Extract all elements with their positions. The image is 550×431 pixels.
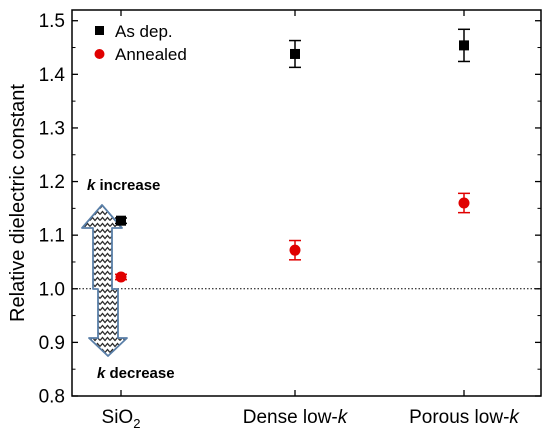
marker-square xyxy=(459,40,469,51)
legend-label-as-dep: As dep. xyxy=(115,22,173,41)
y-tick-label: 1.1 xyxy=(39,226,65,247)
data-point-annealed xyxy=(289,239,301,261)
legend-label-annealed: Annealed xyxy=(115,45,187,64)
legend-marker-annealed xyxy=(94,49,105,59)
data-point-annealed xyxy=(115,271,127,283)
y-tick-label: 1.0 xyxy=(39,279,65,300)
y-tick-label: 0.9 xyxy=(39,333,65,354)
legend: As dep. Annealed xyxy=(94,22,187,64)
y-tick-label: 1.3 xyxy=(39,118,65,139)
y-axis-title: Relative dielectric constant xyxy=(7,84,29,322)
data-point-as-dep xyxy=(289,39,301,69)
marker-square xyxy=(116,215,126,226)
data-point-as-dep xyxy=(115,215,127,226)
k-increase-label: k increase xyxy=(87,177,160,194)
k-change-double-arrow xyxy=(81,204,128,357)
marker-circle xyxy=(289,244,301,256)
data-point-annealed xyxy=(458,192,470,214)
x-category-label: SiO2 xyxy=(102,407,141,431)
x-category-label: Dense low-k xyxy=(243,407,349,428)
legend-marker-as-dep xyxy=(95,26,104,35)
y-tick-label: 1.2 xyxy=(39,172,65,193)
y-tick-label: 1.4 xyxy=(39,65,66,86)
data-point-as-dep xyxy=(458,28,470,63)
y-tick-label: 1.5 xyxy=(39,11,65,32)
x-category-label: Porous low-k xyxy=(409,407,520,428)
marker-circle xyxy=(115,271,127,283)
marker-circle xyxy=(458,197,470,209)
plot-frame xyxy=(71,9,542,397)
y-tick-label: 0.8 xyxy=(39,387,65,408)
marker-square xyxy=(290,48,300,59)
k-decrease-label: k decrease xyxy=(97,365,175,382)
